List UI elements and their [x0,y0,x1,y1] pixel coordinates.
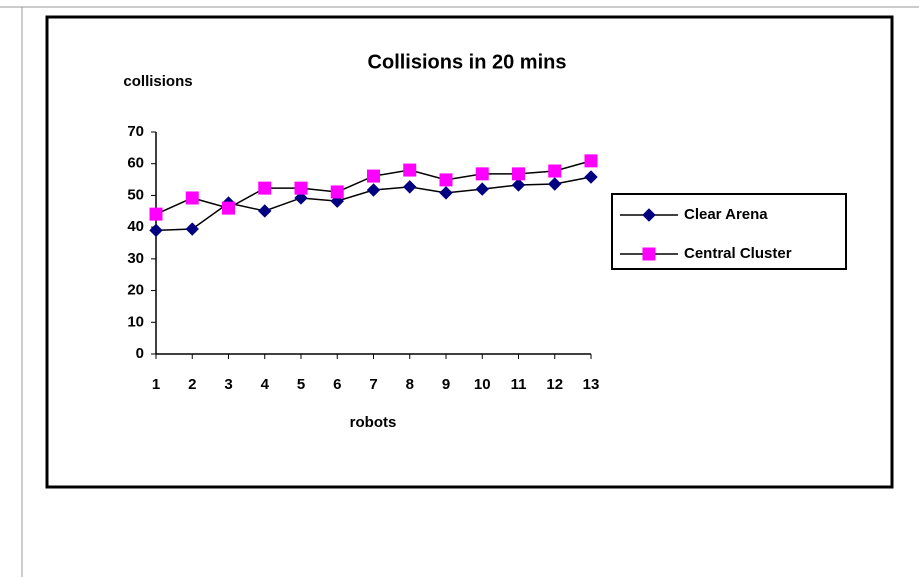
point [185,191,199,205]
point [294,191,308,205]
y-tick-label: 30 [127,250,144,267]
point [548,177,562,191]
point [439,173,453,187]
y-tick-label: 70 [127,123,144,140]
point [439,186,453,200]
y-tick-label: 40 [127,218,144,235]
x-tick-label: 12 [546,376,563,393]
x-tick-label: 2 [188,376,196,393]
y-tick-label: 0 [136,345,144,362]
chart-title: Collisions in 20 mins [368,51,567,73]
point [403,180,417,194]
point [475,167,489,181]
y-tick-label: 60 [127,155,144,172]
point [511,178,526,192]
x-tick-label: 5 [297,376,305,393]
x-tick-label: 1 [152,376,160,393]
point [258,204,272,218]
x-tick-label: 4 [261,376,270,393]
y-tick-label: 10 [127,313,144,330]
point [584,170,598,184]
legend-label: Central Cluster [684,245,792,262]
point [403,163,417,177]
point [222,201,235,215]
y-tick-label: 50 [127,186,144,203]
point [642,247,656,261]
point [149,223,163,238]
y-tick-label: 20 [127,282,144,299]
point [294,181,308,195]
point [185,222,199,236]
point [642,208,656,222]
y-axis-label: collisions [123,73,192,90]
point [548,164,562,178]
point [512,167,525,181]
x-axis-label: robots [350,414,397,431]
point [258,181,272,195]
point [149,207,163,221]
x-tick-label: 10 [474,376,491,393]
point [584,154,598,168]
point [367,169,380,183]
x-tick-label: 11 [511,376,527,393]
x-tick-label: 3 [224,376,232,393]
x-tick-label: 6 [333,376,341,393]
x-tick-label: 13 [583,376,600,393]
x-tick-label: 8 [406,376,414,393]
x-tick-label: 9 [442,376,450,393]
legend-label: Clear Arena [684,206,768,223]
point [366,183,381,197]
point [475,182,489,196]
x-tick-label: 7 [369,376,377,393]
point [330,185,344,199]
